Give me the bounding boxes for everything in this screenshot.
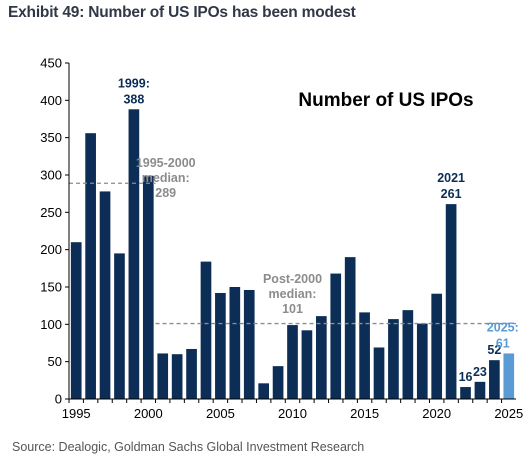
bar-2021 (445, 204, 457, 399)
bar-2001 (157, 353, 169, 399)
median-label-2-line-3: 101 (282, 302, 303, 316)
bar-2017 (388, 319, 399, 399)
x-tick-label-2000: 2000 (134, 406, 163, 421)
bar-2019 (416, 323, 428, 399)
bar-label-2022-line-1: 16 (459, 370, 473, 384)
bar-1998 (114, 253, 125, 399)
bar-2013 (330, 273, 342, 399)
y-tick-label-150: 150 (40, 280, 62, 295)
bar-2011 (301, 330, 313, 399)
y-tick-label-300: 300 (40, 168, 62, 183)
y-tick-label-450: 450 (40, 56, 62, 71)
bar-2004 (200, 261, 212, 399)
bar-2023 (474, 381, 486, 399)
bar-2012 (316, 316, 327, 399)
y-tick-label-250: 250 (40, 205, 62, 220)
bar-label-2024-line-1: 52 (487, 343, 501, 357)
ipo-bar-chart: 0 50 100 150 200 250 300 350 400 450 1995 2000 2005 2… (40, 56, 523, 422)
median-label-1-line-3: 289 (155, 186, 176, 200)
bar-2022 (460, 387, 471, 399)
y-tick-label-0: 0 (55, 392, 62, 407)
bar-label-2025-line-1: 2025: (487, 320, 519, 334)
bar-2009 (272, 366, 284, 399)
bar-label-2025-line-2: 61 (496, 336, 510, 350)
bar-2015 (359, 312, 370, 399)
x-tick-label-2020: 2020 (422, 406, 451, 421)
bar-2005 (215, 292, 226, 399)
bar-2002 (171, 354, 183, 399)
bar-2024 (489, 360, 500, 399)
median-label-1-line-1: 1995-2000 (136, 156, 196, 170)
bar-2014 (344, 257, 356, 399)
axes-group: 0 50 100 150 200 250 300 350 400 450 1995 2000 2005 2… (40, 56, 523, 422)
source-note: Source: Dealogic, Goldman Sachs Global I… (12, 440, 365, 454)
bar-2025 (503, 353, 515, 399)
bar-label-1999-line-1: 1999: (118, 76, 150, 90)
bar-2016 (373, 347, 385, 399)
bar-2007 (243, 289, 255, 399)
bar-2000 (142, 175, 154, 399)
labels-group: 1995-2000median:289Post-2000median:10119… (118, 76, 519, 384)
bar-label-1999-line-2: 388 (123, 92, 144, 106)
x-tick-label-2025: 2025 (494, 406, 523, 421)
x-tick-label-2015: 2015 (350, 406, 379, 421)
bar-2010 (287, 325, 298, 399)
bar-label-2021-line-1: 2021 (437, 171, 465, 185)
bar-1996 (85, 133, 96, 400)
x-tick-label-2010: 2010 (278, 406, 307, 421)
bar-2018 (402, 310, 414, 399)
bar-2008 (258, 383, 269, 399)
bar-1995 (70, 242, 82, 399)
y-tick-label-400: 400 (40, 93, 62, 108)
chart-title: Number of US IPOs (298, 90, 473, 111)
median-lines-group (69, 182, 516, 325)
median-label-2-line-2: median: (269, 287, 317, 301)
bars-group (70, 109, 515, 400)
bar-label-2023-line-1: 23 (473, 365, 487, 379)
bar-1997 (99, 191, 111, 399)
bar-label-2021-line-2: 261 (441, 187, 462, 201)
exhibit-title: Exhibit 49: Number of US IPOs has been m… (8, 4, 356, 21)
median-label-1-line-2: median: (142, 171, 190, 185)
y-tick-label-350: 350 (40, 130, 62, 145)
x-tick-label-1995: 1995 (62, 406, 91, 421)
bar-2020 (431, 293, 443, 399)
bar-1999 (128, 109, 140, 399)
x-tick-label-2005: 2005 (206, 406, 235, 421)
y-tick-label-50: 50 (48, 354, 62, 369)
y-tick-label-100: 100 (40, 317, 62, 332)
bar-2006 (229, 287, 241, 399)
median-label-2-line-1: Post-2000 (263, 272, 322, 286)
bar-2003 (186, 348, 197, 399)
y-tick-label-200: 200 (40, 242, 62, 257)
